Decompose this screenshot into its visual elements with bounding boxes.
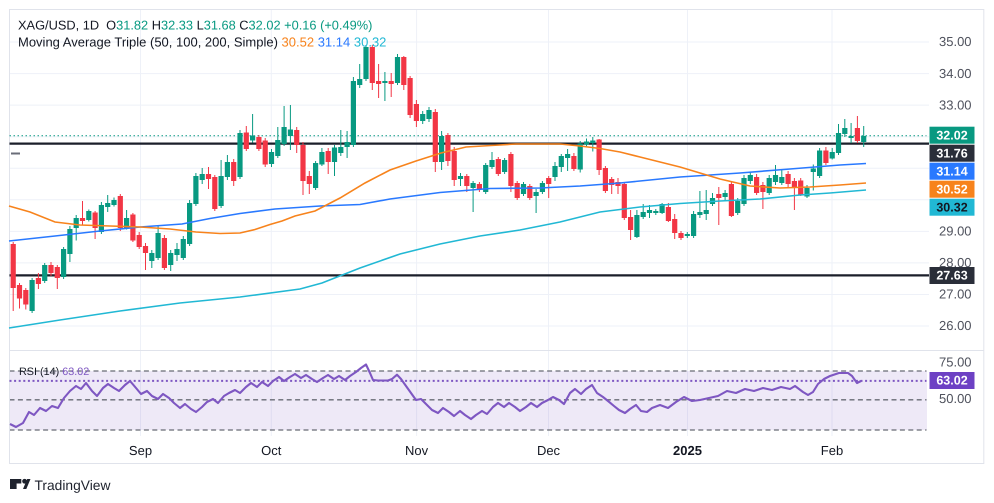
svg-text:Dec: Dec (537, 443, 561, 458)
svg-text:27.63: 27.63 (936, 269, 967, 283)
svg-text:75.00: 75.00 (939, 355, 972, 370)
svg-text:Moving Average Triple (50, 100: Moving Average Triple (50, 100, 200, Sim… (18, 35, 386, 50)
svg-text:35.00: 35.00 (939, 34, 972, 49)
svg-text:31.14: 31.14 (936, 164, 967, 178)
svg-text:RSI (14) 63.02: RSI (14) 63.02 (19, 366, 89, 378)
svg-text:27.00: 27.00 (939, 287, 972, 302)
svg-text:26.00: 26.00 (939, 318, 972, 333)
svg-text:30.32: 30.32 (936, 200, 967, 214)
svg-text:34.00: 34.00 (939, 66, 972, 81)
svg-text:50.00: 50.00 (939, 391, 972, 406)
svg-text:2025: 2025 (673, 443, 702, 458)
svg-text:31.76: 31.76 (936, 146, 967, 160)
svg-text:63.02: 63.02 (936, 374, 967, 388)
svg-text:32.02: 32.02 (936, 128, 967, 142)
svg-text:Nov: Nov (405, 443, 429, 458)
svg-text:Sep: Sep (129, 443, 152, 458)
svg-text:29.00: 29.00 (939, 224, 972, 239)
svg-text:TradingView: TradingView (35, 478, 111, 493)
svg-text:33.00: 33.00 (939, 97, 972, 112)
svg-text:Feb: Feb (821, 443, 843, 458)
svg-text:28.00: 28.00 (939, 255, 972, 270)
svg-text:30.52: 30.52 (936, 182, 967, 196)
svg-text:XAG/USD, 1D O31.82 H32.33 L31: XAG/USD, 1D O31.82 H32.33 L31.68 C32.02 … (18, 18, 372, 33)
svg-text:Oct: Oct (261, 443, 282, 458)
